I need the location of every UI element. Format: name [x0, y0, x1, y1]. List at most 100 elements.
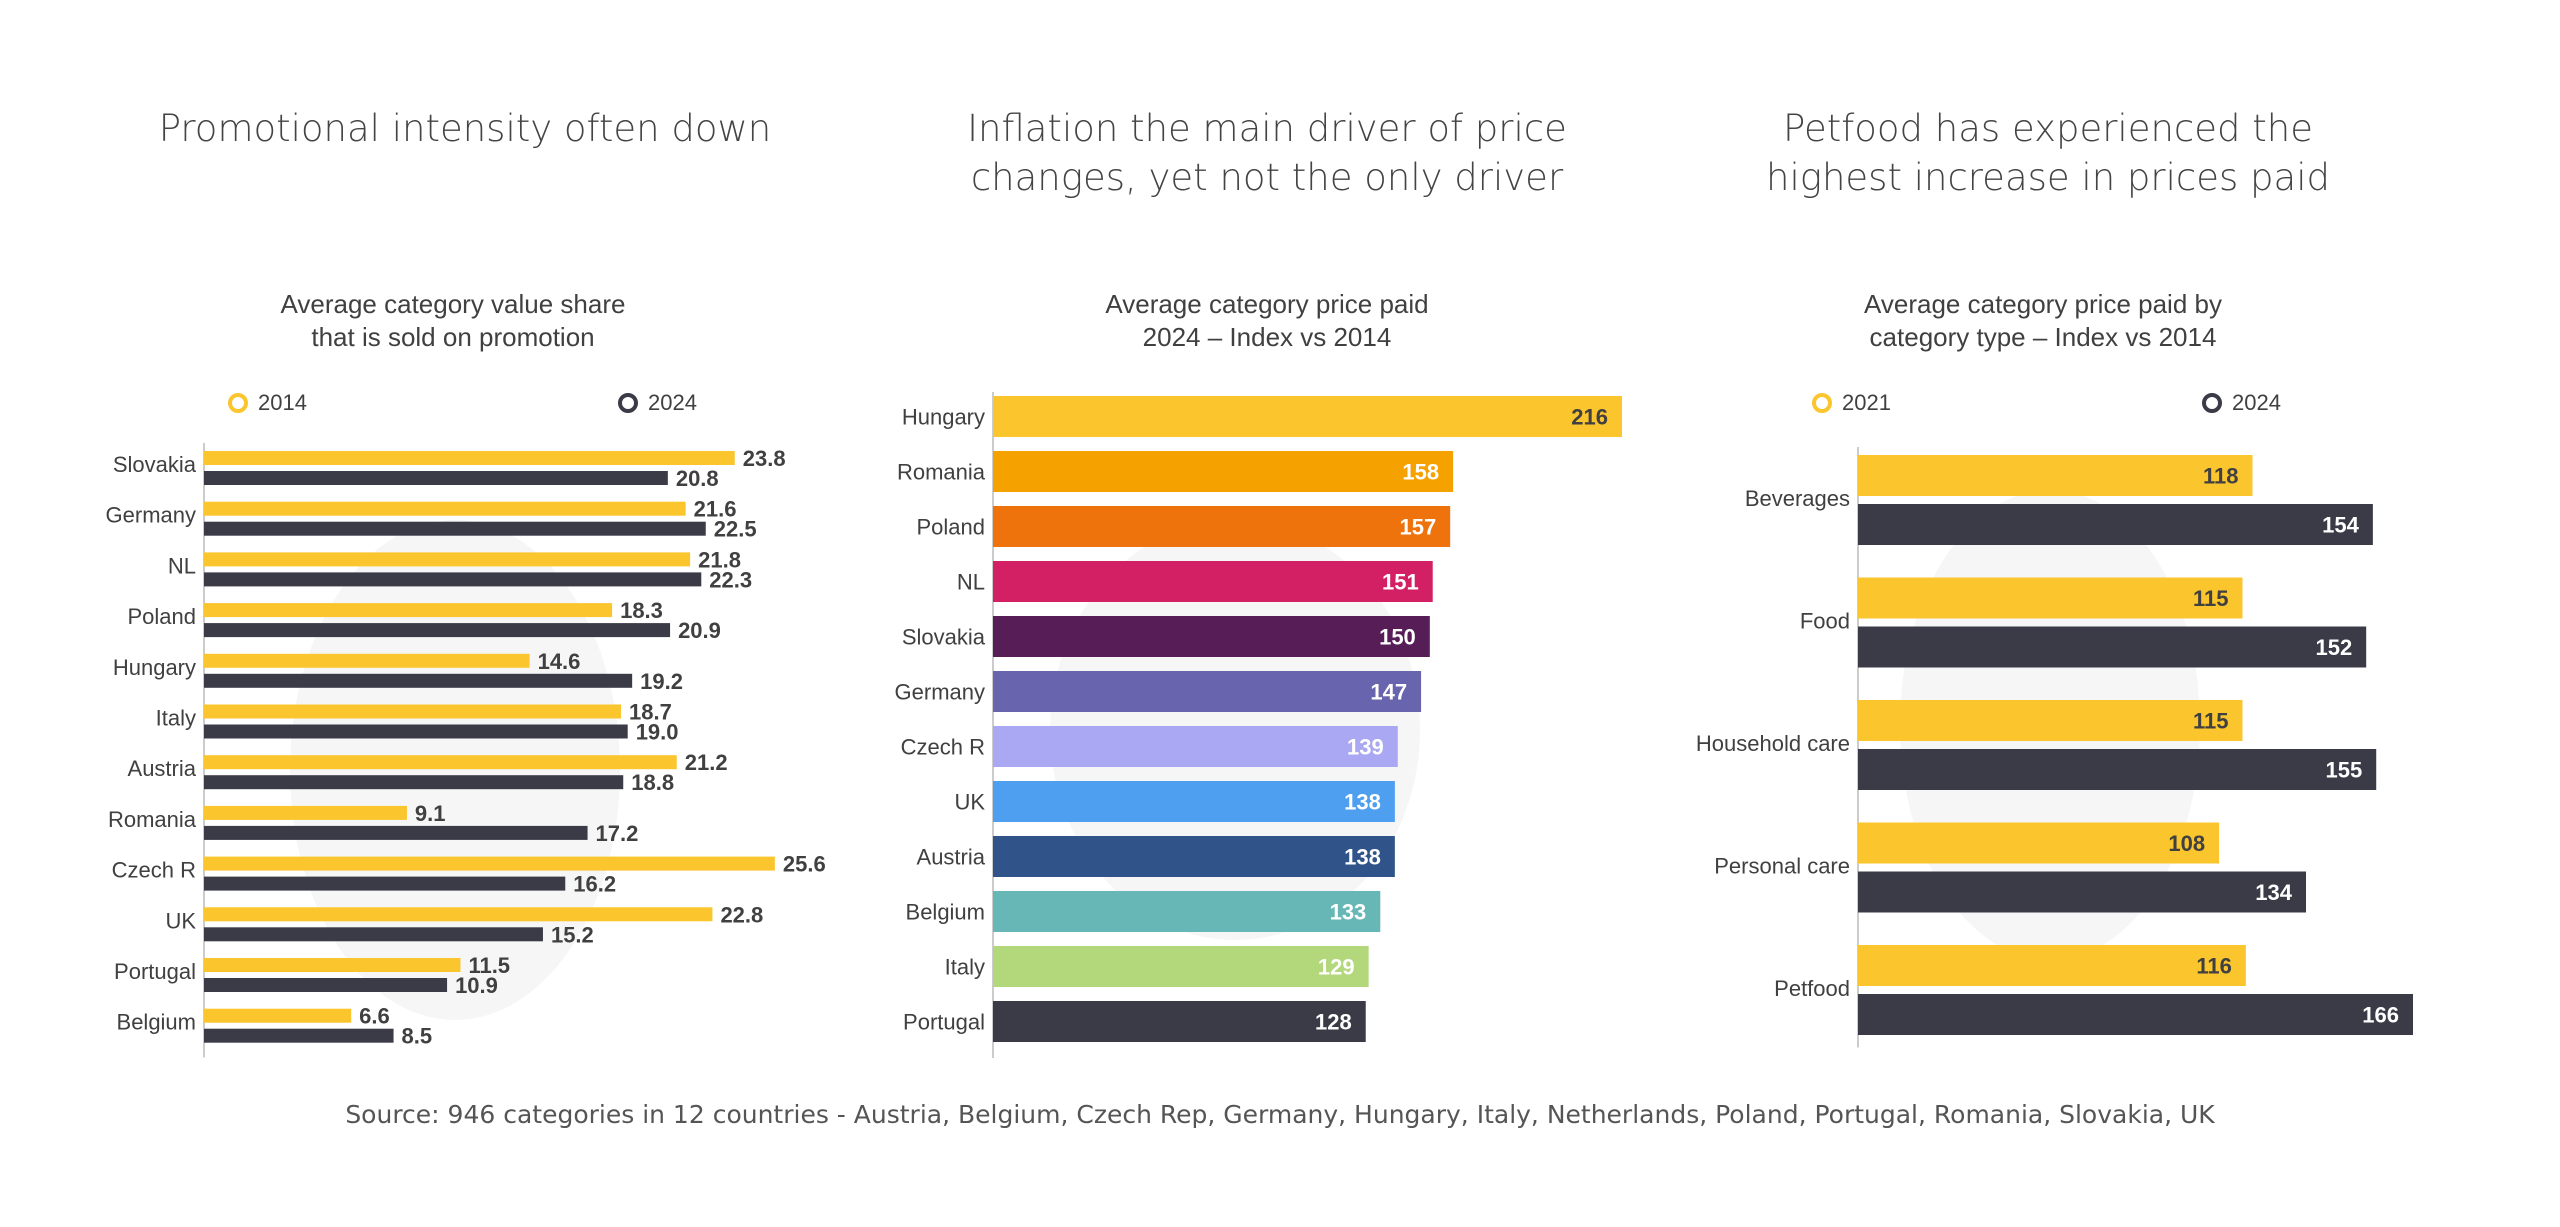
chart2-value-label: 129	[1318, 955, 1355, 980]
chart1-bar-2024	[204, 471, 668, 485]
chart2-title-line: Inflation the main driver of price	[967, 107, 1567, 150]
chart3-value-label: 116	[2196, 954, 2232, 979]
chart3-bar-2024	[1858, 994, 2413, 1035]
chart2-value-label: 151	[1382, 570, 1419, 595]
chart3-value-label: 152	[2315, 635, 2352, 660]
chart2-value-label: 150	[1379, 625, 1416, 650]
chart3-subtitle: Average category price paid by category …	[1693, 288, 2393, 354]
chart3-value-label: 118	[2203, 464, 2239, 489]
chart1-subtitle-line: Average category value share	[280, 289, 626, 319]
chart3-title-line: Petfood has experienced the	[1782, 107, 2313, 150]
chart1-value-label: 10.9	[455, 973, 498, 998]
chart1-value-label: 11.5	[468, 953, 510, 978]
legend-item-2024: 2024	[2202, 390, 2281, 416]
chart3-value-label: 155	[2326, 758, 2363, 783]
chart1-category-label: Germany	[106, 503, 196, 528]
chart1-bar-2024	[204, 876, 566, 891]
chart2-category-label: UK	[954, 790, 985, 815]
chart2-category-label: Hungary	[902, 405, 985, 430]
chart1-bar-2024	[204, 1028, 394, 1043]
chart3-value-label: 154	[2322, 513, 2359, 538]
chart3-category-label: Household care	[1696, 731, 1850, 756]
chart1-bar-2014	[204, 603, 613, 618]
chart1-title: Promotional intensity often down	[158, 107, 772, 150]
chart1-value-label: 6.6	[359, 1004, 390, 1029]
chart3-bar-2021	[1858, 455, 2253, 496]
chart3-bar-2021	[1858, 577, 2243, 619]
legend-item-2014: 2014	[228, 390, 307, 416]
chart1-value-label: 20.9	[678, 618, 721, 643]
chart1-value-label: 18.8	[631, 770, 674, 795]
legend-item-2024: 2024	[618, 390, 697, 416]
chart2-category-label: Slovakia	[902, 625, 986, 650]
chart1-bar-2024	[204, 978, 448, 992]
chart2-value-label: 139	[1347, 735, 1384, 760]
legend-marker-icon	[1812, 393, 1832, 413]
source-note: Source: 946 categories in 12 countries -…	[345, 1100, 2215, 1129]
chart1-category-label: Hungary	[113, 655, 196, 680]
chart2-bar	[993, 396, 1622, 437]
chart1-value-label: 15.2	[551, 922, 594, 947]
chart1-bar-2014	[204, 958, 461, 972]
chart3-bar-2021	[1858, 700, 2243, 741]
legend-label: 2024	[2232, 390, 2281, 415]
chart1-bar-2014	[204, 1008, 352, 1023]
chart2-bar	[993, 616, 1430, 657]
chart3-subtitle-line: Average category price paid by	[1864, 289, 2222, 319]
chart1-bar-2014	[204, 451, 735, 465]
chart2-category-label: Portugal	[903, 1010, 985, 1035]
chart2-bar	[993, 836, 1395, 877]
chart3-bar-2024	[1858, 504, 2373, 545]
chart1-value-label: 14.6	[538, 649, 581, 674]
chart3-bar-2024	[1858, 626, 2367, 668]
chart3-value-label: 134	[2255, 880, 2292, 905]
chart3-value-label: 166	[2362, 1003, 2399, 1028]
chart2-title: Inflation the main driver of price chang…	[867, 104, 1667, 202]
chart1-value-label: 22.5	[714, 517, 757, 542]
legend-item-2021: 2021	[1812, 390, 1891, 416]
chart3-value-label: 115	[2193, 709, 2229, 734]
chart1-category-label: Slovakia	[113, 452, 197, 477]
chart2-category-label: Belgium	[906, 900, 985, 925]
chart3-category-label: Beverages	[1745, 486, 1850, 511]
chart2-category-label: Poland	[916, 515, 985, 540]
chart2-category-label: Czech R	[901, 735, 985, 760]
chart2-title-line: changes, yet not the only driver	[970, 156, 1564, 199]
chart3-category-label: Food	[1800, 609, 1850, 634]
chart3-category-label: Personal care	[1714, 854, 1850, 879]
chart3-title-line: highest increase in prices paid	[1766, 156, 2330, 199]
chart1-bar-2014	[204, 704, 622, 719]
legend-label: 2014	[258, 390, 307, 415]
chart1-value-label: 16.2	[573, 872, 616, 897]
chart2-value-label: 147	[1370, 680, 1407, 705]
legend-marker-icon	[618, 393, 638, 413]
chart2-bar	[993, 1001, 1366, 1042]
chart2-value-label: 157	[1399, 515, 1436, 540]
chart1-bar-2024	[204, 927, 543, 942]
chart3-value-label: 108	[2168, 831, 2205, 856]
chart1-value-label: 18.7	[629, 700, 672, 725]
chart1-value-label: 21.2	[685, 750, 728, 775]
chart1-bar-2024	[204, 673, 633, 688]
chart1-value-label: 21.6	[694, 497, 737, 522]
chart1-subtitle-line: that is sold on promotion	[311, 322, 595, 352]
chart2-subtitle: Average category price paid 2024 – Index…	[917, 288, 1617, 354]
chart3-category-label: Petfood	[1774, 976, 1850, 1001]
chart2-category-label: NL	[957, 570, 985, 595]
chart2-bar	[993, 561, 1433, 602]
chart2-value-label: 138	[1344, 845, 1381, 870]
chart3-value-label: 115	[2193, 586, 2229, 611]
chart2-bar	[993, 891, 1381, 932]
chart1-bar-2024	[204, 724, 628, 739]
chart1-value-label: 22.3	[709, 567, 752, 592]
chart2-value-label: 128	[1315, 1010, 1352, 1035]
chart2-value-label: 138	[1344, 790, 1381, 815]
chart1-bar-2014	[204, 501, 686, 516]
chart3-bar-2024	[1858, 749, 2377, 790]
chart1-value-label: 19.2	[640, 669, 683, 694]
chart2-category-label: Italy	[945, 955, 985, 980]
chart2-subtitle-line: Average category price paid	[1105, 289, 1429, 319]
chart1-value-label: 22.8	[720, 902, 763, 927]
chart1-value-label: 19.0	[636, 720, 679, 745]
